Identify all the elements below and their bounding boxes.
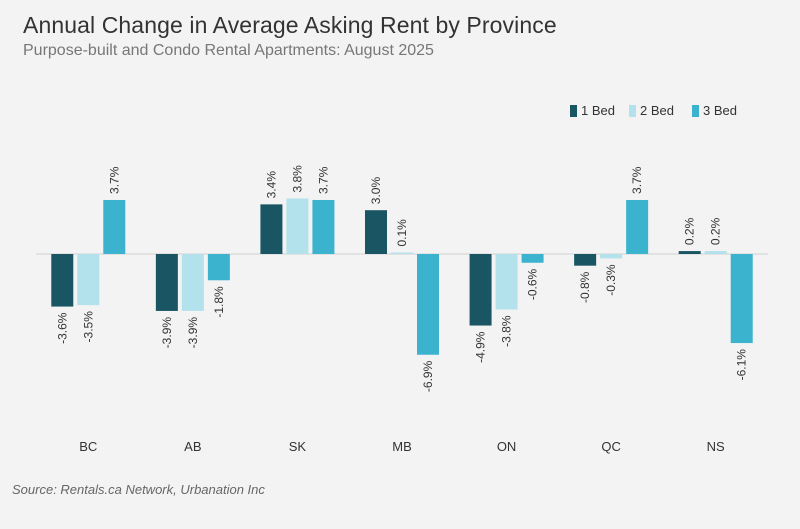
x-tick-label: QC [601, 439, 621, 454]
x-tick-label: AB [184, 439, 201, 454]
bar-mb-2-bed [391, 252, 413, 254]
bar-on-2-bed [495, 254, 518, 310]
data-label: -3.5% [81, 311, 95, 343]
bar-ns-1-bed [678, 251, 701, 254]
bar-qc-2-bed [600, 254, 623, 259]
bar-ab-2-bed [181, 254, 204, 311]
bar-ns-2-bed [704, 251, 727, 254]
bar-qc-3-bed [626, 199, 649, 254]
data-label: -4.9% [474, 331, 488, 363]
x-tick-label: ON [497, 439, 517, 454]
legend-swatch [570, 105, 577, 117]
data-label: 3.4% [264, 171, 278, 199]
data-label: -1.8% [212, 286, 226, 318]
legend-label: 2 Bed [640, 103, 674, 118]
bar-on-1-bed [469, 254, 492, 326]
data-label: -0.6% [526, 268, 540, 300]
data-label: -3.9% [160, 317, 174, 349]
legend-swatch [692, 105, 699, 117]
legend-label: 1 Bed [581, 103, 615, 118]
chart-subtitle: Purpose-built and Condo Rental Apartment… [23, 42, 434, 59]
bar-bc-1-bed [51, 254, 74, 307]
data-label: -6.9% [421, 360, 435, 392]
bar-mb-1-bed [365, 210, 387, 254]
source-note: Source: Rentals.ca Network, Urbanation I… [12, 482, 265, 497]
bar-on-3-bed [521, 254, 544, 263]
data-label: -0.8% [578, 271, 592, 303]
data-label: 3.7% [107, 166, 121, 194]
data-label: -3.8% [500, 315, 514, 347]
bar-sk-3-bed [312, 199, 335, 254]
data-label: -6.1% [735, 349, 749, 381]
bar-ab-3-bed [207, 254, 230, 281]
bar-bc-3-bed [103, 199, 126, 254]
data-label: 0.2% [709, 217, 723, 245]
x-tick-label: SK [289, 439, 307, 454]
bar-ns-3-bed [730, 254, 753, 344]
bar-bc-2-bed [77, 254, 100, 306]
data-label: 3.7% [630, 166, 644, 194]
bar-qc-1-bed [574, 254, 597, 266]
data-label: 3.7% [316, 166, 330, 194]
data-label: 3.0% [369, 177, 383, 205]
x-tick-label: NS [707, 439, 725, 454]
bar-ab-1-bed [155, 254, 178, 311]
legend-label: 3 Bed [703, 103, 737, 118]
bar-sk-1-bed [260, 204, 283, 254]
x-tick-label: MB [392, 439, 412, 454]
data-label: 0.2% [683, 217, 697, 245]
bar-mb-3-bed [417, 254, 439, 355]
chart-title: Annual Change in Average Asking Rent by … [23, 12, 557, 38]
data-label: -3.6% [55, 312, 69, 344]
x-tick-label: BC [79, 439, 97, 454]
data-label: -0.3% [604, 264, 618, 296]
data-label: 3.8% [290, 165, 304, 193]
legend-swatch [629, 105, 636, 117]
data-label: -3.9% [186, 317, 200, 349]
data-label: 0.1% [395, 219, 409, 247]
bar-sk-2-bed [286, 198, 309, 254]
